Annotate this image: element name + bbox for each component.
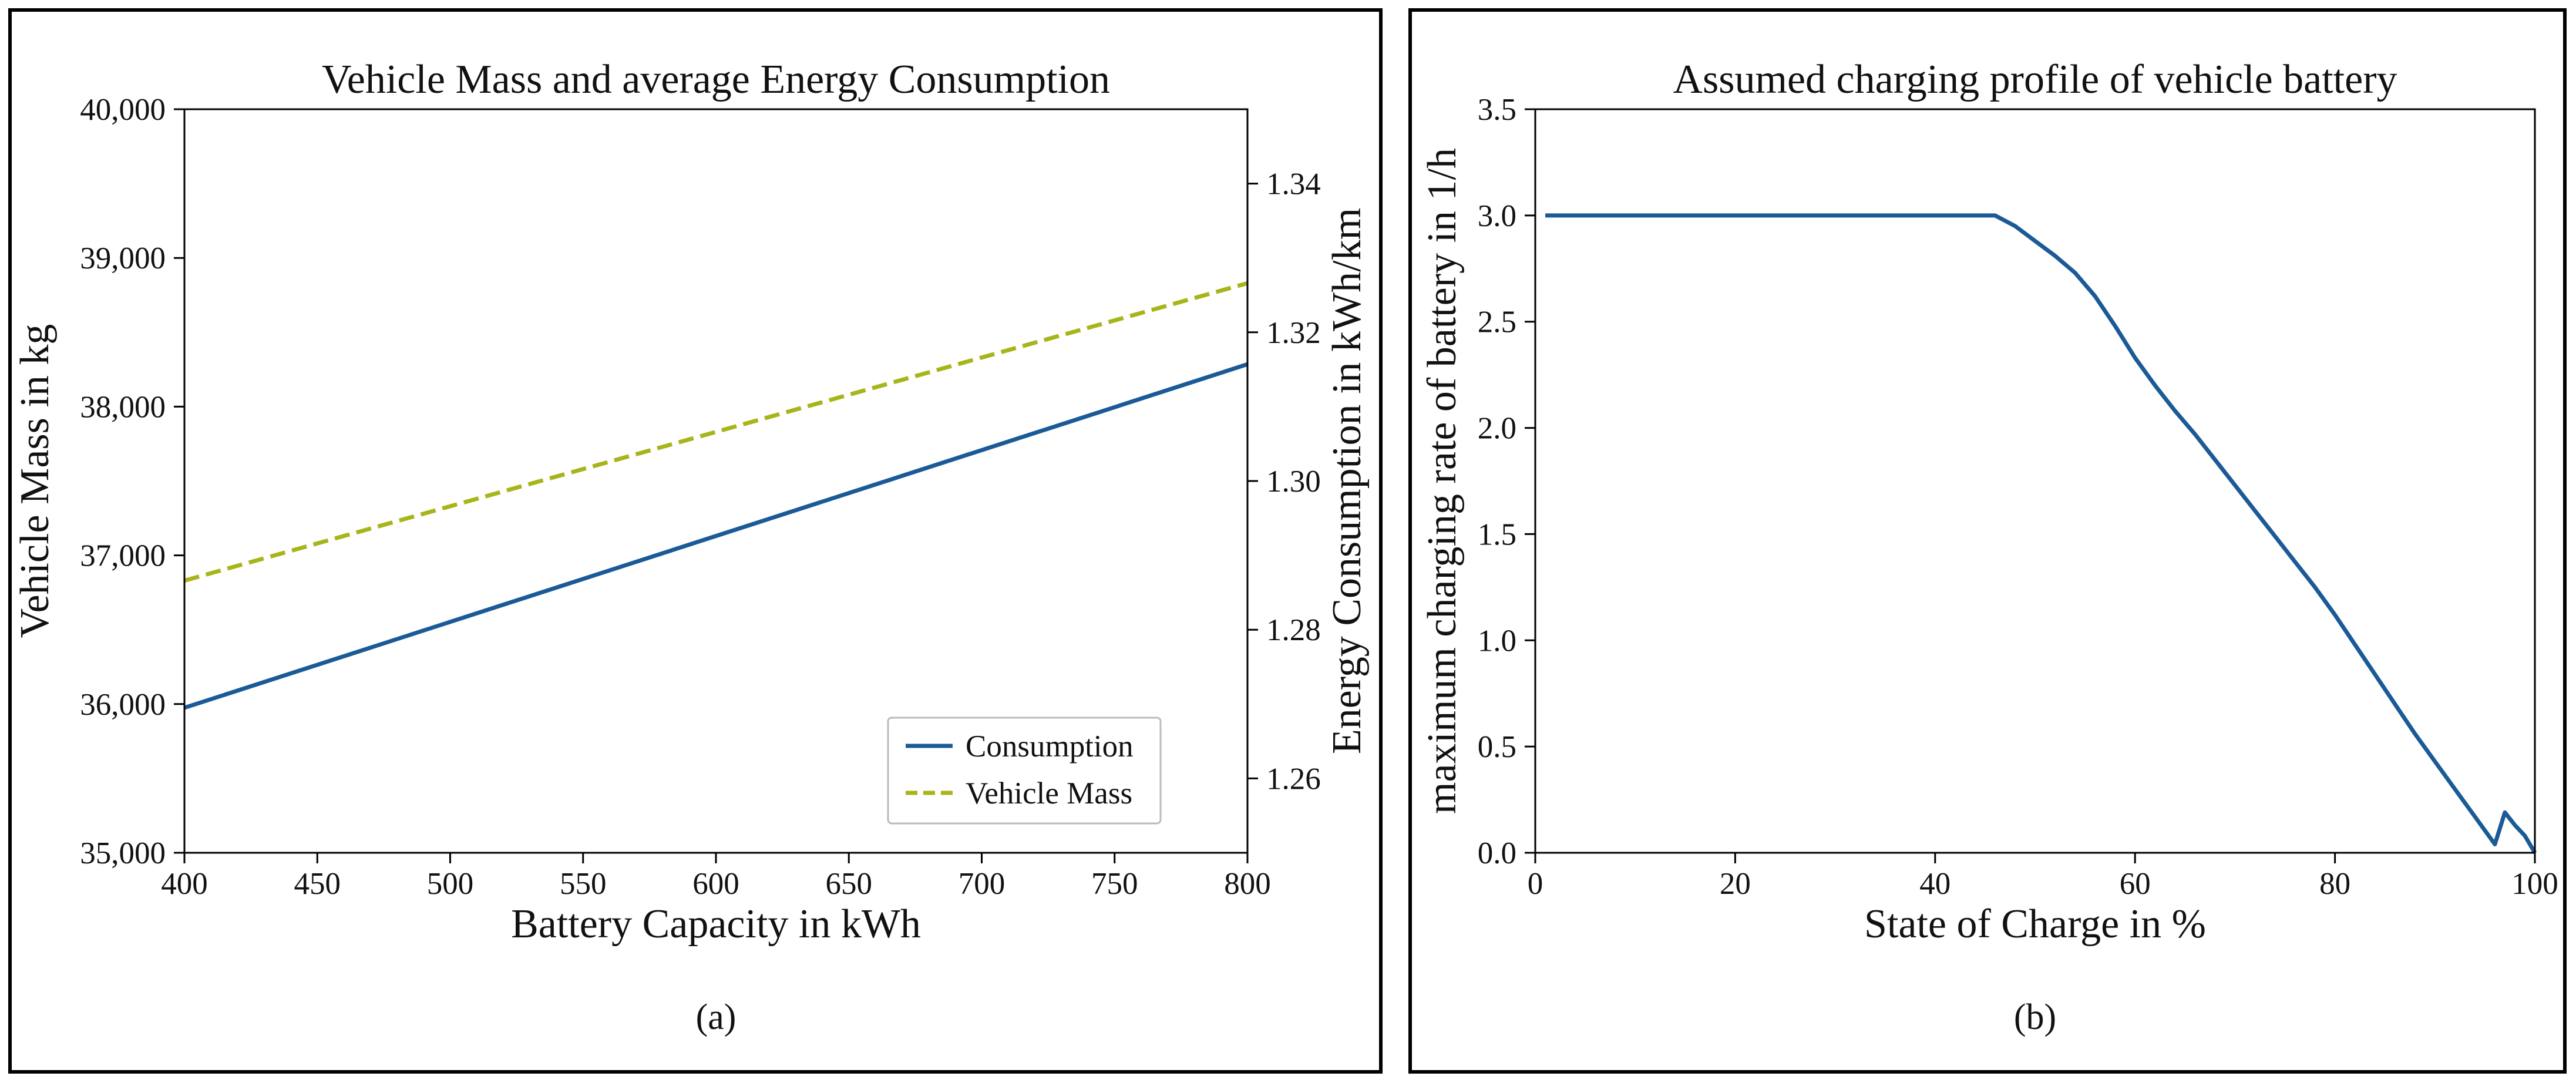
x-tick-label: 400 [161,867,208,901]
y-tick-label: 39,000 [80,241,166,275]
y-tick-label: 2.0 [1478,412,1516,446]
x-tick-label: 60 [2120,867,2151,901]
y2-tick-label: 1.32 [1266,316,1321,350]
series-line-charging-rate [1545,213,2537,854]
panel-caption: (a) [696,997,737,1037]
y-tick-label: 40,000 [80,93,166,127]
y2-tick-label: 1.34 [1266,167,1321,201]
y-tick-label: 38,000 [80,390,166,424]
series-line-consumption [183,362,1249,710]
legend-label: Consumption [966,729,1134,764]
y-tick-label: 3.5 [1478,93,1516,127]
x-tick-label: 800 [1224,867,1271,901]
x-tick-label: 100 [2511,867,2558,901]
y2-tick-label: 1.26 [1266,762,1321,796]
panel-b-frame [1408,8,2567,1074]
y-axis-title: maximum charging rate of battery in 1/h [1420,148,1465,814]
x-tick-label: 700 [959,867,1005,901]
x-tick-label: 40 [1919,867,1951,901]
plot-area-frame [1534,108,2536,854]
legend-box [887,717,1162,825]
x-tick-label: 0 [1528,867,1543,901]
x-tick-label: 80 [2319,867,2350,901]
x-axis-title: Battery Capacity in kWh [511,902,921,947]
y-tick-label: 1.5 [1478,517,1516,551]
y2-tick-label: 1.30 [1266,465,1321,499]
x-tick-label: 500 [427,867,474,901]
y-tick-label: 1.0 [1478,624,1516,658]
x-tick-label: 20 [1720,867,1751,901]
y-tick-label: 37,000 [80,539,166,573]
x-tick-label: 750 [1091,867,1138,901]
x-axis-title: State of Charge in % [1864,902,2206,947]
y2-axis-title: Energy Consumption in kWh/km [1324,208,1370,754]
series-line-vehicle-mass [184,281,1248,583]
x-tick-label: 550 [560,867,607,901]
legend-label: Vehicle Mass [966,776,1132,810]
panel-caption: (b) [2014,997,2056,1037]
x-tick-label: 600 [692,867,739,901]
plot-area-frame [183,108,1249,854]
y-tick-label: 3.0 [1478,199,1516,233]
y-tick-label: 0.0 [1478,836,1516,870]
x-tick-label: 450 [294,867,341,901]
y2-tick-label: 1.28 [1266,613,1321,647]
chart-title: Assumed charging profile of vehicle batt… [1673,57,2397,102]
y-tick-label: 36,000 [80,688,166,722]
x-tick-label: 650 [826,867,873,901]
y-tick-label: 2.5 [1478,305,1516,339]
y-tick-label: 35,000 [80,836,166,870]
chart-title: Vehicle Mass and average Energy Consumpt… [322,57,1110,102]
y-axis-title: Vehicle Mass in kg [12,324,58,638]
y-tick-label: 0.5 [1478,730,1516,764]
